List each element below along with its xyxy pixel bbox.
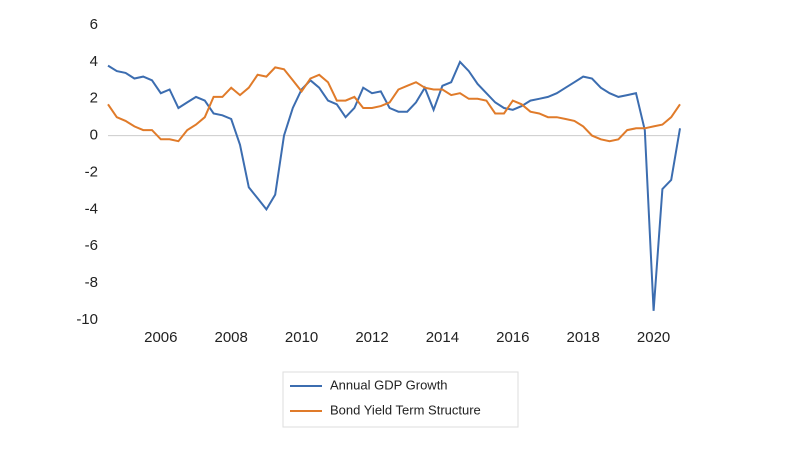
series-line <box>107 60 681 311</box>
x-tick-label: 2020 <box>637 329 670 346</box>
legend-box <box>282 371 519 428</box>
x-tick-label: 2016 <box>496 329 529 346</box>
legend-label: Bond Yield Term Structure <box>330 402 481 417</box>
y-tick-label: 6 <box>90 16 98 33</box>
y-tick-label: 4 <box>90 53 98 70</box>
legend-label: Annual GDP Growth <box>330 377 448 392</box>
y-tick-label: 0 <box>90 127 98 144</box>
y-tick-label: -2 <box>85 163 98 180</box>
x-tick-label: 2008 <box>215 329 248 346</box>
x-tick-label: 2010 <box>285 329 318 346</box>
series-line <box>107 66 681 143</box>
y-tick-label: -10 <box>76 311 98 328</box>
x-tick-label: 2006 <box>144 329 177 346</box>
y-tick-label: -4 <box>85 200 98 217</box>
y-tick-label: 2 <box>90 90 98 107</box>
x-tick-label: 2012 <box>355 329 388 346</box>
x-tick-label: 2014 <box>426 329 459 346</box>
y-tick-label: -6 <box>85 237 98 254</box>
y-tick-label: -8 <box>85 274 98 291</box>
x-tick-label: 2018 <box>567 329 600 346</box>
